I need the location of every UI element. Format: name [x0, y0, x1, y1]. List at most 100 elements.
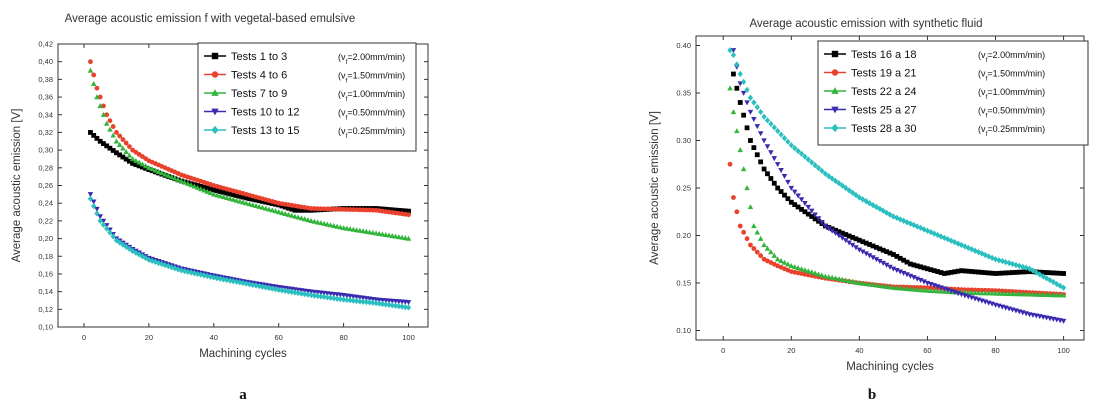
- chart-a-data-point: [357, 227, 363, 233]
- chart-b-data-point: [731, 195, 736, 200]
- chart-b-data-point: [822, 170, 828, 177]
- chart-a-legend-condition: (vf=1.00mm/min): [338, 89, 405, 103]
- chart-b-data-point: [880, 283, 886, 289]
- chart-a-data-point: [357, 298, 363, 305]
- chart-b-legend-condition: (vf=2.00mm/min): [978, 50, 1045, 64]
- chart-a-data-point: [110, 124, 116, 129]
- chart-b-data-point: [982, 290, 989, 296]
- chart-a-data-point: [292, 289, 298, 296]
- chart-b-data-point: [921, 287, 927, 293]
- chart-b-data-point: [972, 247, 978, 254]
- chart-a-data-point: [94, 206, 100, 212]
- chart-b-data-point: [805, 204, 812, 210]
- chart-a-data-point: [311, 292, 318, 299]
- chart-a-data-point: [139, 161, 146, 167]
- chart-a-data-point: [263, 284, 269, 291]
- chart-b-data-point: [1003, 270, 1009, 276]
- chart-a-y-tick-label: 0,16: [38, 269, 53, 278]
- chart-a-data-point: [321, 293, 327, 301]
- chart-b-data-point: [815, 216, 822, 222]
- chart-b-data-point: [771, 252, 778, 258]
- chart-b-data-point: [798, 150, 805, 157]
- chart-a-x-tick-label: 40: [210, 333, 218, 342]
- chart-a-data-point: [405, 304, 412, 311]
- chart-panel-a: Average acoustic emission f with vegetal…: [0, 0, 556, 406]
- chart-b-data-point: [1023, 269, 1029, 275]
- chart-a-y-tick-label: 0,32: [38, 128, 53, 137]
- chart-b-data-point: [925, 266, 930, 272]
- chart-b-data-point: [873, 257, 880, 263]
- chart-a-data-point: [363, 228, 370, 234]
- chart-a-data-point: [181, 267, 188, 275]
- chart-b-data-point: [1009, 291, 1016, 297]
- chart-a-data-point: [331, 295, 337, 302]
- chart-b-data-point: [1010, 270, 1015, 275]
- chart-a-data-point: [168, 174, 175, 180]
- chart-b-data-point: [819, 220, 825, 226]
- chart-a-data-point: [243, 280, 249, 287]
- chart-a-data-point: [318, 220, 324, 226]
- chart-b-data-point: [795, 204, 801, 210]
- chart-b-data-point: [744, 86, 750, 93]
- chart-b-data-point: [962, 268, 968, 274]
- chart-b-data-point: [836, 233, 842, 239]
- chart-b-data-point: [931, 288, 938, 294]
- chart-a-data-point: [347, 297, 353, 304]
- chart-a-data-point: [389, 302, 395, 309]
- chart-a-data-point: [94, 94, 100, 100]
- chart-b-data-point: [842, 238, 849, 244]
- chart-b-data-point: [924, 287, 931, 293]
- chart-b-data-point: [1002, 290, 1009, 296]
- chart-b-y-tick-label: 0.30: [676, 136, 691, 145]
- chart-b-data-point: [900, 285, 907, 291]
- chart-a-data-point: [181, 179, 188, 185]
- chart-a-data-point: [305, 291, 311, 298]
- chart-a-data-point: [91, 132, 97, 138]
- chart-b-data-point: [1006, 259, 1012, 267]
- chart-b-data-point: [955, 240, 961, 247]
- chart-b-data-point: [761, 166, 767, 172]
- chart-b-data-point: [730, 51, 737, 59]
- chart-a-data-point: [204, 272, 210, 280]
- chart-b-y-tick-label: 0.10: [676, 326, 691, 335]
- chart-b-data-point: [812, 162, 818, 169]
- chart-a-data-point: [405, 235, 412, 241]
- chart-b-data-point: [985, 290, 992, 296]
- chart-a-data-point: [126, 152, 133, 158]
- chart-b-data-point: [904, 272, 910, 278]
- chart-b-data-point: [802, 201, 808, 207]
- chart-b-data-point: [727, 47, 733, 54]
- chart-b-data-point: [757, 131, 764, 137]
- chart-b-data-point: [986, 270, 992, 276]
- chart-b-data-point: [870, 255, 876, 261]
- chart-a-x-tick-label: 60: [275, 333, 283, 342]
- chart-b-data-point: [761, 113, 767, 120]
- chart-b-data-point: [795, 147, 801, 155]
- chart-b-data-point: [907, 286, 914, 292]
- chart-b-data-point: [765, 171, 770, 177]
- chart-a-data-point: [127, 144, 132, 149]
- chart-a-data-point: [120, 241, 126, 248]
- chart-a-data-point: [272, 208, 279, 214]
- chart-b-x-tick-label: 0: [721, 346, 725, 355]
- chart-b-data-point: [727, 161, 733, 167]
- chart-a-data-point: [110, 148, 116, 153]
- chart-a-data-point: [246, 201, 253, 207]
- chart-b-y-tick-label: 0.35: [676, 89, 691, 98]
- chart-a-data-point: [289, 288, 295, 296]
- chart-a-data-point: [321, 220, 327, 226]
- chart-a-data-point: [185, 268, 191, 275]
- chart-b-data-point: [866, 253, 873, 259]
- chart-a-y-tick-label: 0,42: [38, 40, 53, 49]
- chart-a-data-point: [396, 207, 402, 213]
- chart-a-data-point: [104, 225, 110, 232]
- chart-a-data-point: [201, 187, 207, 193]
- chart-b-data-point: [758, 253, 764, 259]
- chart-b-data-point: [754, 249, 760, 255]
- chart-a-data-point: [386, 232, 392, 238]
- chart-a-legend-series-name: Tests 1 to 3: [231, 51, 287, 63]
- chart-a-data-point: [233, 278, 240, 285]
- chart-a-data-point: [191, 270, 197, 277]
- chart-a-data-point: [249, 202, 256, 208]
- chart-a-data-point: [234, 193, 239, 198]
